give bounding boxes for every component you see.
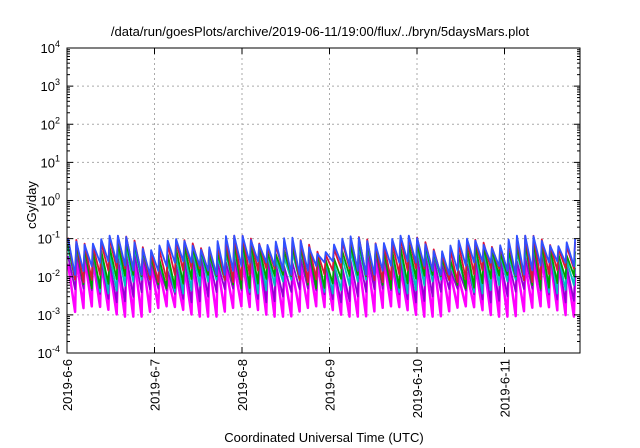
y-tick-label: 10-3: [38, 306, 60, 323]
y-tick-label: 104: [41, 39, 60, 56]
y-tick-label: 10-1: [38, 230, 60, 247]
x-tick-label: 2019-6-10: [410, 359, 425, 418]
x-tick-label: 2019-6-8: [235, 359, 250, 411]
x-ticks: 2019-6-6 2019-6-7 2019-6-8 2019-6-9 2019-6-1…: [60, 48, 513, 418]
x-tick-label: 2019-6-7: [148, 359, 163, 411]
y-tick-label: 101: [41, 153, 60, 170]
y-axis-label: cGy/day: [24, 181, 39, 229]
chart-title: /data/run/goesPlots/archive/2019-06-11/1…: [111, 24, 530, 39]
y-ticks: 10-4 10-3 10-2 10-1 100 101 102 103 104: [38, 39, 580, 361]
x-axis-label: Coordinated Universal Time (UTC): [224, 430, 423, 445]
y-tick-label: 10-2: [38, 268, 60, 285]
grid: [67, 48, 580, 353]
x-tick-label: 2019-6-6: [60, 359, 75, 411]
x-tick-label: 2019-6-11: [498, 359, 513, 417]
y-tick-label: 10-4: [38, 344, 60, 361]
x-tick-label: 2019-6-9: [323, 359, 338, 411]
y-tick-label: 103: [41, 77, 60, 94]
series-group: [66, 234, 577, 318]
y-tick-label: 102: [41, 115, 60, 132]
y-tick-label: 100: [41, 192, 60, 209]
series-line: [67, 234, 576, 276]
